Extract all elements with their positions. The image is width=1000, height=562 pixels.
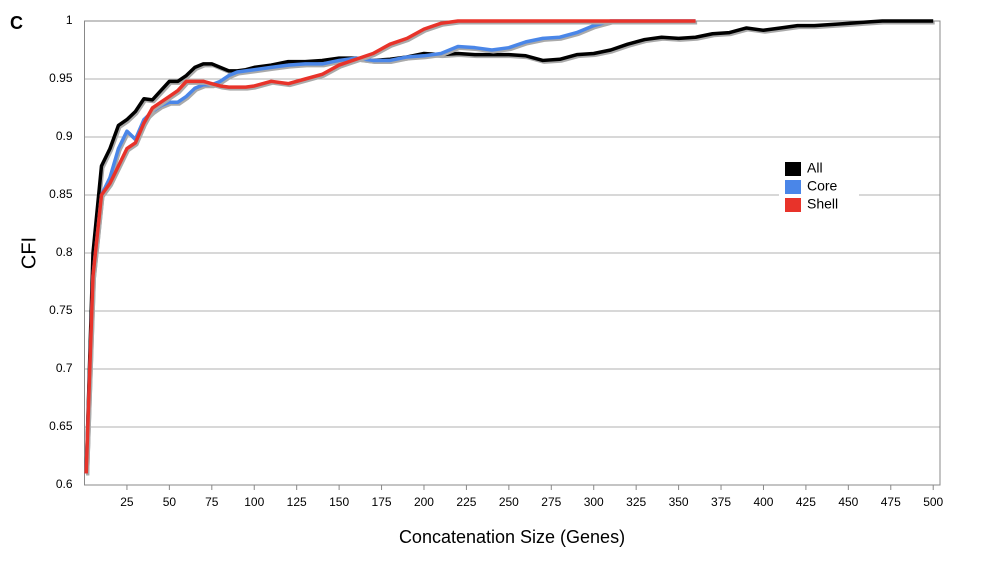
legend-label: Shell: [807, 196, 838, 212]
x-tick-label: 250: [499, 495, 519, 509]
x-tick-label: 175: [372, 495, 392, 509]
x-tick-label: 450: [838, 495, 858, 509]
x-tick-label: 500: [923, 495, 943, 509]
x-tick-label: 225: [456, 495, 476, 509]
y-tick-label: 0.95: [49, 71, 73, 85]
y-tick-label: 0.8: [56, 245, 73, 259]
series-shadow: [86, 21, 698, 476]
y-tick-label: 0.7: [56, 361, 73, 375]
series-line: [84, 19, 934, 474]
y-tick-label: 1: [66, 13, 73, 27]
legend-swatch: [785, 198, 801, 212]
x-tick-label: 325: [626, 495, 646, 509]
x-tick-label: 125: [287, 495, 307, 509]
y-tick-label: 0.65: [49, 419, 73, 433]
legend-swatch: [785, 180, 801, 194]
legend-label: Core: [807, 178, 838, 194]
y-tick-label: 0.9: [56, 129, 73, 143]
series-line: [84, 19, 696, 474]
y-tick-label: 0.85: [49, 187, 73, 201]
legend-label: All: [807, 160, 823, 176]
x-tick-label: 25: [120, 495, 134, 509]
x-tick-label: 150: [329, 495, 349, 509]
y-tick-label: 0.75: [49, 303, 73, 317]
y-tick-label: 0.6: [56, 477, 73, 491]
x-tick-label: 425: [796, 495, 816, 509]
legend-swatch: [785, 162, 801, 176]
y-axis-label: CFI: [18, 237, 40, 269]
x-tick-label: 75: [205, 495, 219, 509]
x-tick-label: 200: [414, 495, 434, 509]
x-tick-label: 300: [584, 495, 604, 509]
x-tick-label: 100: [244, 495, 264, 509]
x-tick-label: 350: [669, 495, 689, 509]
panel-label: C: [10, 13, 23, 33]
series-shadow: [86, 21, 935, 476]
x-tick-label: 50: [163, 495, 177, 509]
x-tick-label: 475: [881, 495, 901, 509]
x-tick-label: 375: [711, 495, 731, 509]
x-tick-label: 275: [541, 495, 561, 509]
x-axis-label: Concatenation Size (Genes): [399, 527, 625, 547]
x-tick-label: 400: [753, 495, 773, 509]
